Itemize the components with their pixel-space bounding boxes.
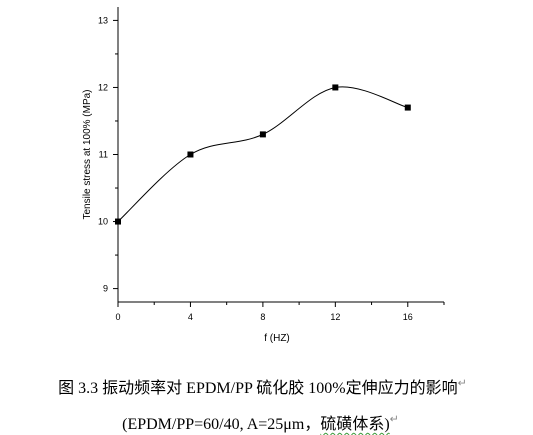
data-point [187, 151, 194, 158]
caption-title: 图 3.3 振动频率对 EPDM/PP 硫化胶 100%定伸应力的影响 [58, 380, 458, 397]
figure-caption-line2: (EPDM/PP=60/40, A=25μm，硫磺体系)↵ [0, 410, 527, 434]
x-tick-label: 16 [403, 312, 413, 322]
y-tick-label: 9 [103, 284, 108, 294]
paragraph-mark-icon: ↵ [389, 413, 399, 426]
chart: 9 10 11 12 13 0 4 8 12 16 f (HZ) Tensile stress a… [82, 7, 445, 344]
x-tick-label: 4 [188, 312, 193, 322]
spellcheck-underlined-text: 硫磺体系) [320, 416, 390, 433]
caption-subtitle: (EPDM/PP=60/40, A=25μm，硫磺体系) [122, 416, 390, 433]
x-tick-label: 8 [260, 312, 265, 322]
y-tick-label: 10 [98, 217, 108, 227]
x-axis-label: f (HZ) [264, 333, 290, 344]
chart-ticks: 9 10 11 12 13 0 4 8 12 16 [98, 15, 445, 322]
y-tick-label: 12 [98, 82, 108, 92]
y-tick-label: 11 [99, 150, 108, 160]
data-point [332, 84, 339, 91]
x-tick-label: 0 [115, 312, 120, 322]
series-line [117, 86, 408, 222]
y-axis-label: Tensile stress at 100% (MPa) [82, 89, 93, 219]
chart-series [115, 84, 411, 225]
paragraph-mark-icon: ↵ [457, 377, 467, 390]
figure-caption-line1: 图 3.3 振动频率对 EPDM/PP 硫化胶 100%定伸应力的影响↵ [0, 374, 529, 398]
data-point [259, 131, 266, 138]
data-point [404, 104, 411, 111]
chart-axes [117, 7, 444, 303]
y-tick-label: 13 [98, 15, 108, 25]
data-point [115, 218, 121, 225]
x-tick-label: 12 [330, 312, 340, 322]
